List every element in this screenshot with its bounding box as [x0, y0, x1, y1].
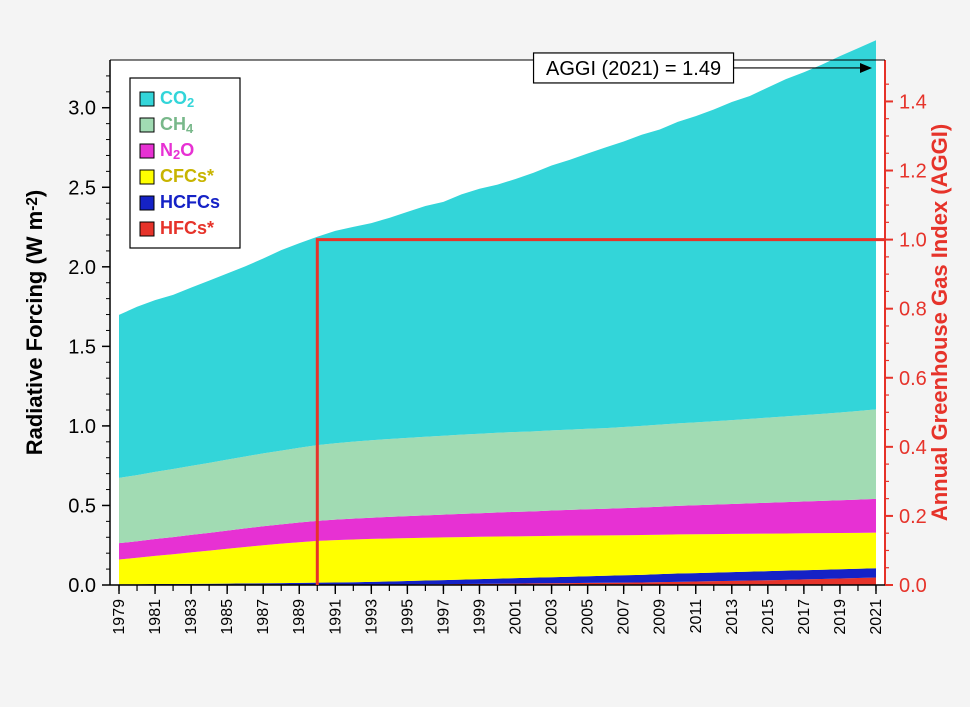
legend-label: HCFCs	[160, 192, 220, 212]
ytick-left: 3.0	[68, 98, 96, 120]
xtick-label: 1983	[183, 599, 200, 635]
chart-svg: 0.0 0.5 1.0 1.5 2.0 2.5 3.0 Radiative Forcing (…	[0, 0, 970, 707]
ytick-right: 0.0	[899, 575, 927, 597]
legend-swatch	[140, 118, 154, 132]
xtick-label: 1997	[435, 599, 452, 635]
aggi-stacked-area-chart: 0.0 0.5 1.0 1.5 2.0 2.5 3.0 Radiative Forcing (…	[0, 0, 970, 707]
xtick-label: 2011	[688, 599, 705, 634]
xtick-label: 1981	[147, 599, 164, 635]
xtick-label: 1993	[363, 599, 380, 635]
xtick-label: 2015	[760, 599, 777, 635]
y-axis-left-label: Radiative Forcing (W m-2)	[22, 190, 47, 456]
y-axis-right-label: Annual Greenhouse Gas Index (AGGI)	[927, 124, 952, 521]
legend-label: CFCs*	[160, 166, 214, 186]
xtick-label: 1989	[291, 599, 308, 635]
ytick-right: 1.2	[899, 161, 927, 183]
xtick-label: 1999	[471, 599, 488, 635]
ytick-left: 1.0	[68, 416, 96, 438]
legend-swatch	[140, 196, 154, 210]
legend-swatch	[140, 170, 154, 184]
xtick-label: 1991	[327, 599, 344, 635]
xtick-label: 2021	[868, 599, 885, 635]
annotation-text: AGGI (2021) = 1.49	[546, 58, 721, 80]
xtick-label: 2017	[796, 599, 813, 635]
ytick-right: 1.0	[899, 230, 927, 252]
xtick-label: 1987	[255, 599, 272, 635]
ytick-right: 0.8	[899, 299, 927, 321]
xtick-label: 2009	[652, 599, 669, 635]
legend: CO2CH4N2OCFCs*HCFCsHFCs*	[130, 78, 240, 248]
xtick-label: 2007	[616, 599, 633, 635]
ytick-left: 0.5	[68, 495, 96, 517]
ytick-left: 2.5	[68, 177, 96, 199]
legend-swatch	[140, 92, 154, 106]
ytick-right: 0.6	[899, 368, 927, 390]
xtick-label: 1985	[219, 599, 236, 635]
xtick-label: 1979	[111, 599, 128, 635]
ytick-left: 0.0	[68, 575, 96, 597]
xtick-label: 2003	[544, 599, 561, 635]
ytick-left: 1.5	[68, 336, 96, 358]
xtick-label: 2005	[580, 599, 597, 635]
legend-label: HFCs*	[160, 218, 214, 238]
ytick-right: 1.4	[899, 91, 927, 113]
xtick-label: 2001	[508, 599, 525, 635]
xtick-label: 2019	[832, 599, 849, 635]
ytick-right: 0.2	[899, 506, 927, 528]
ytick-left: 2.0	[68, 257, 96, 279]
legend-swatch	[140, 222, 154, 236]
xtick-label: 2013	[724, 599, 741, 635]
legend-swatch	[140, 144, 154, 158]
ytick-right: 0.4	[899, 437, 927, 459]
xtick-label: 1995	[399, 599, 416, 635]
